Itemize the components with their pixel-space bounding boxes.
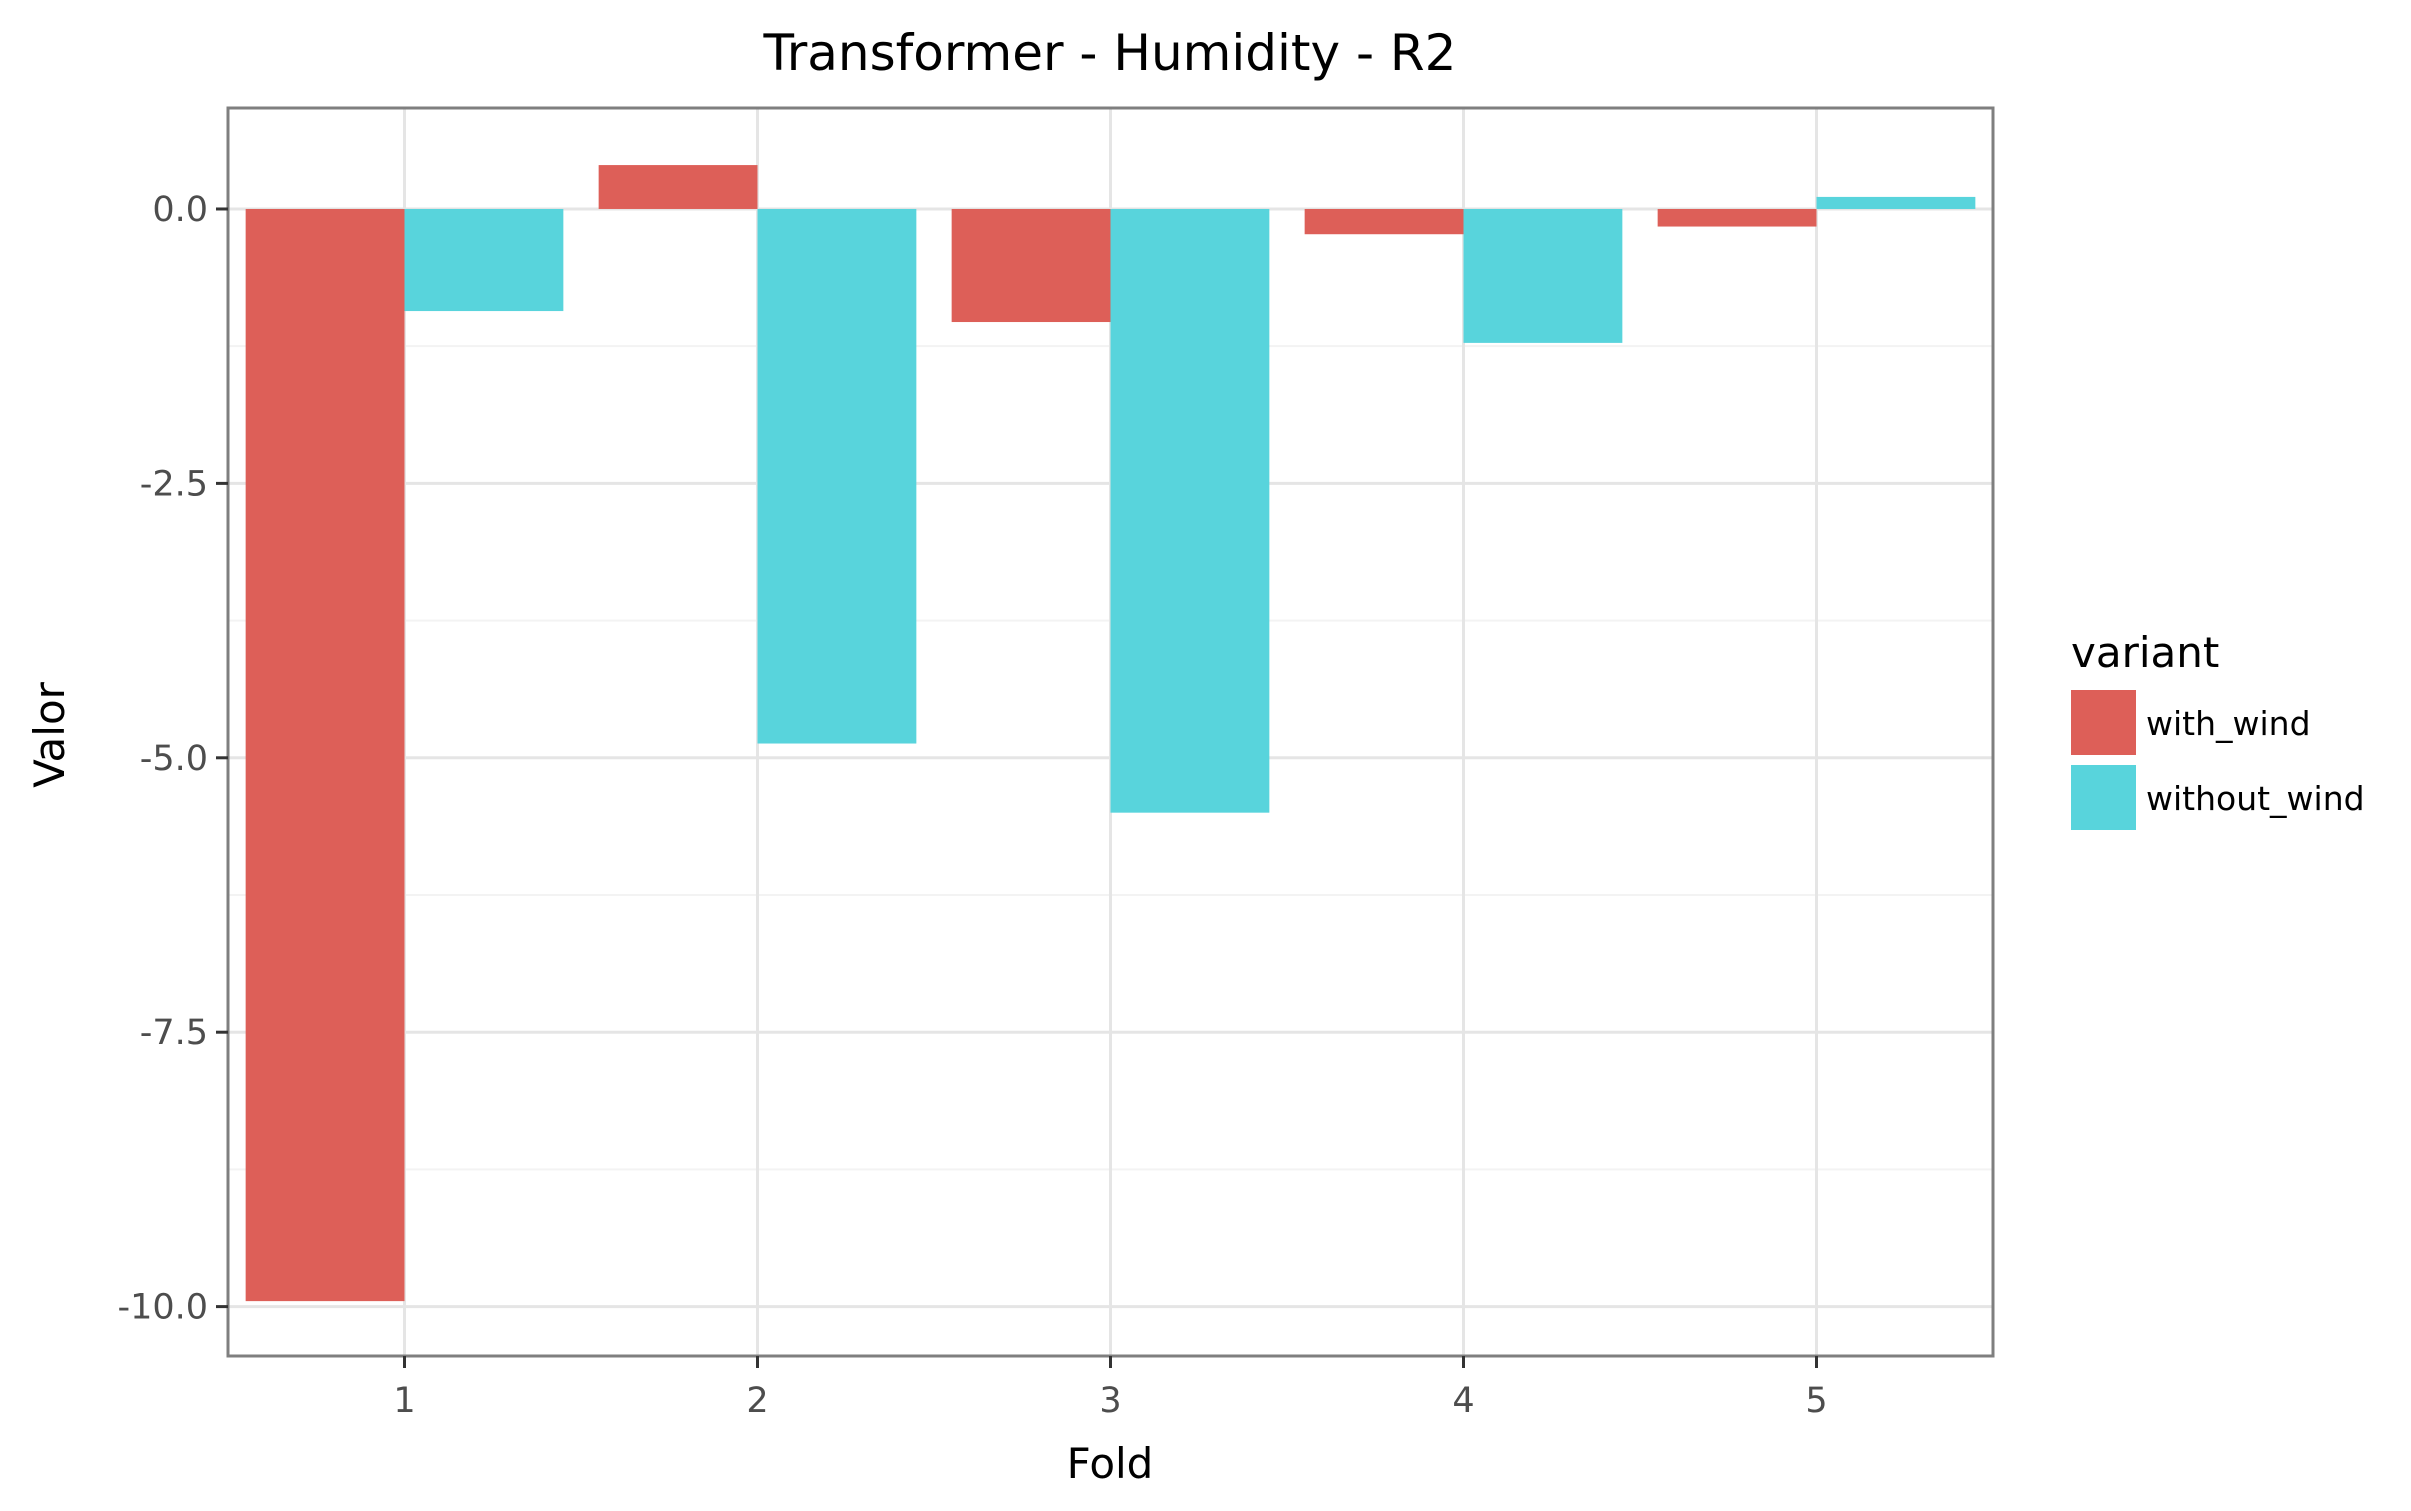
y-tick-label: -2.5: [140, 464, 208, 504]
legend-title: variant: [2071, 628, 2219, 677]
bar-without_wind-fold-1: [404, 208, 564, 312]
y-tick-label: -10.0: [117, 1288, 208, 1328]
x-tick-label: 3: [1099, 1381, 1121, 1421]
axes: 0.0 -2.5 -5.0 -7.5 -10.0 1 2 3 4 5: [117, 190, 1827, 1421]
x-tick-label: 4: [1452, 1381, 1474, 1421]
bar-with_wind-fold-4: [1304, 208, 1464, 235]
bar-with_wind-fold-3: [951, 208, 1111, 323]
legend-key-with_wind: [2071, 690, 2136, 755]
legend-label-with_wind: with_wind: [2146, 704, 2311, 743]
bar-without_wind-fold-4: [1463, 208, 1623, 343]
legend-label-without_wind: without_wind: [2146, 779, 2365, 818]
bar-with_wind-fold-5: [1657, 208, 1817, 227]
bar-without_wind-fold-3: [1110, 208, 1270, 813]
legend: variant with_wind without_wind: [2071, 628, 2365, 830]
bar-with_wind-fold-2: [598, 165, 758, 209]
x-axis-title: Fold: [1067, 1439, 1154, 1488]
bar-with_wind-fold-1: [245, 208, 405, 1302]
x-tick-label: 2: [746, 1381, 768, 1421]
bar-without_wind-fold-2: [757, 208, 917, 744]
legend-key-without_wind: [2071, 765, 2136, 830]
y-axis-title: Valor: [25, 681, 74, 788]
x-tick-label: 1: [393, 1381, 415, 1421]
y-tick-label: -7.5: [140, 1013, 208, 1053]
bars: [245, 165, 1976, 1302]
chart-title: Transformer - Humidity - R2: [763, 24, 1457, 82]
y-tick-label: 0.0: [152, 190, 208, 230]
y-tick-label: -5.0: [140, 739, 208, 779]
bar-without_wind-fold-5: [1816, 196, 1976, 209]
x-tick-label: 5: [1805, 1381, 1827, 1421]
